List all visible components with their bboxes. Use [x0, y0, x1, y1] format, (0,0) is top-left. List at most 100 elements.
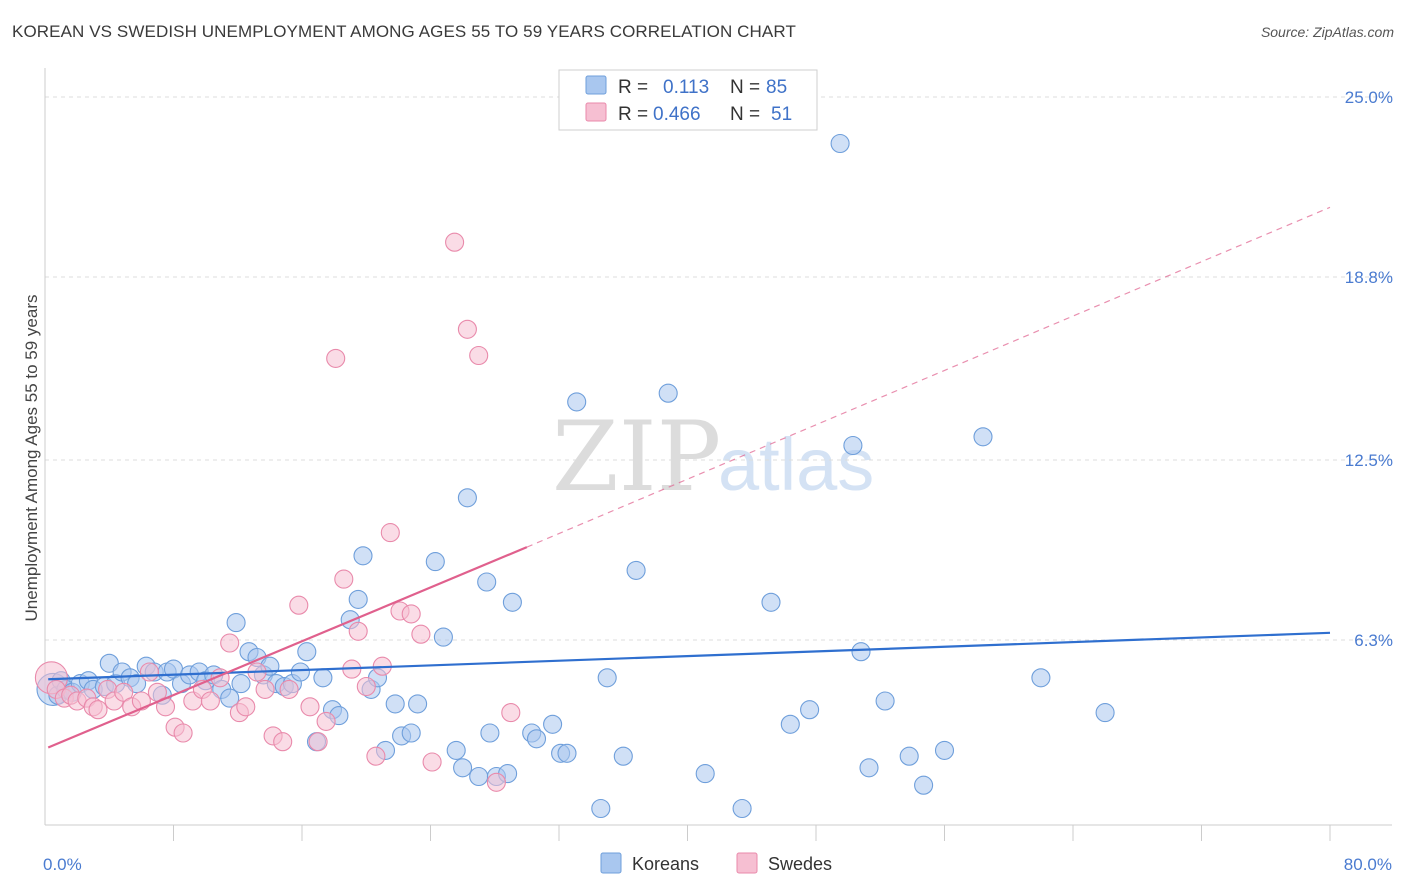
swede-point: [326, 348, 346, 368]
korean-point: [226, 613, 246, 633]
korean-point: [453, 758, 473, 778]
korean-point: [231, 674, 251, 694]
korean-point: [348, 589, 368, 609]
swede-point: [220, 633, 240, 653]
korean-point: [290, 662, 310, 682]
legend-swatch-swedes: [585, 102, 607, 122]
swede-point: [457, 319, 477, 339]
swede-point: [173, 723, 193, 743]
swede-point: [200, 691, 220, 711]
legend-swatch-koreans: [585, 75, 607, 95]
swede-point: [422, 752, 442, 772]
korean-point: [613, 746, 633, 766]
korean-point: [401, 723, 421, 743]
legend-r-label-koreans: R =: [618, 77, 648, 98]
x-tick-label: 0.0%: [43, 855, 82, 874]
source-credit: Source: ZipAtlas.com: [1260, 24, 1394, 40]
legend-n-value-swedes: 51: [771, 104, 792, 125]
swede-point: [469, 345, 489, 366]
swede-point: [486, 772, 506, 792]
bottom-legend-swedes: Swedes: [768, 854, 832, 874]
legend-n-label-koreans: N =: [730, 77, 760, 98]
korean-point: [843, 435, 863, 456]
watermark-zip: ZIP: [552, 401, 721, 513]
korean-point: [934, 740, 955, 760]
swede-point: [279, 679, 299, 699]
swede-point: [366, 746, 386, 766]
korean-point: [433, 627, 453, 647]
swede-point: [501, 703, 521, 723]
y-tick-label: 18.8%: [1345, 268, 1393, 287]
korean-point: [408, 694, 428, 714]
legend-n-label-swedes: N =: [730, 104, 760, 125]
korean-point: [875, 691, 895, 711]
swede-point: [308, 732, 328, 752]
swede-point: [139, 662, 159, 682]
korean-point: [297, 642, 317, 662]
bottom-legend-swatch-koreans: [600, 852, 622, 874]
legend: R = 0.113 N = 85 R = 0.466 N = 51: [558, 69, 818, 131]
korean-point: [780, 714, 800, 734]
swedes-trend-line: [47, 546, 528, 749]
korean-point: [695, 764, 715, 784]
swede-point: [88, 700, 108, 720]
koreans-trend-line: [48, 631, 1331, 681]
korean-point: [543, 714, 563, 734]
chart-title: KOREAN VS SWEDISH UNEMPLOYMENT AMONG AGE…: [12, 22, 796, 41]
korean-point: [1031, 668, 1051, 688]
swede-point: [316, 711, 336, 731]
swede-point: [348, 621, 368, 641]
korean-point: [597, 668, 617, 688]
trend-lines: [47, 206, 1331, 749]
swede-point: [273, 732, 293, 752]
legend-r-value-swedes: 0.466: [653, 104, 701, 125]
korean-point: [313, 668, 333, 688]
swede-point: [356, 676, 376, 697]
korean-point: [973, 427, 993, 447]
korean-point: [469, 766, 489, 787]
swedes-trend-extension: [526, 206, 1331, 548]
swede-point: [300, 697, 320, 717]
korean-point: [385, 694, 405, 714]
korean-point: [557, 743, 577, 763]
swede-point: [114, 682, 134, 702]
korean-point: [800, 700, 820, 720]
watermark-atlas: atlas: [718, 423, 874, 506]
bottom-legend-swatch-swedes: [736, 852, 758, 874]
y-tick-labels: 6.3% 12.5% 18.8% 25.0%: [1345, 88, 1393, 650]
watermark: ZIP atlas: [552, 401, 874, 513]
korean-point: [446, 740, 466, 760]
korean-point: [353, 546, 373, 566]
korean-point: [480, 723, 500, 743]
swede-point: [411, 624, 431, 644]
bottom-legend: Koreans Swedes: [600, 852, 832, 874]
swede-point: [334, 569, 354, 589]
swede-point: [255, 679, 275, 699]
korean-point: [914, 775, 934, 795]
korean-point: [591, 798, 611, 819]
korean-point: [220, 688, 240, 708]
y-tick-label: 25.0%: [1345, 88, 1393, 107]
x-tick-label: 80.0%: [1344, 855, 1392, 874]
korean-point: [899, 746, 919, 766]
swede-point: [401, 604, 421, 624]
korean-point: [851, 642, 871, 662]
legend-n-value-koreans: 85: [766, 77, 787, 98]
korean-point: [477, 572, 497, 592]
korean-point: [1095, 703, 1115, 723]
x-tick-labels: 0.0% 80.0%: [43, 855, 1392, 874]
korean-point: [526, 729, 547, 749]
korean-point: [732, 798, 752, 819]
korean-point: [457, 488, 477, 508]
korean-point: [658, 383, 678, 403]
bottom-legend-koreans: Koreans: [632, 854, 699, 874]
legend-r-label-swedes: R =: [618, 104, 648, 125]
swede-point: [289, 595, 309, 615]
y-tick-label: 6.3%: [1354, 631, 1393, 650]
korean-point: [425, 552, 445, 572]
korean-point: [567, 392, 587, 412]
y-axis-label: Unemployment Among Ages 55 to 59 years: [22, 295, 41, 622]
swedes-points: [34, 232, 521, 792]
y-tick-label: 12.5%: [1345, 451, 1393, 470]
